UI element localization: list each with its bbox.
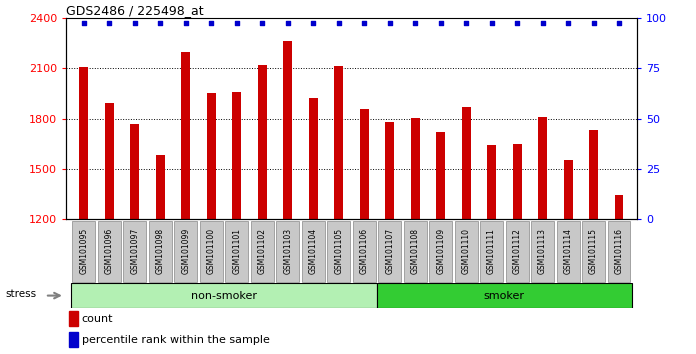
Point bbox=[257, 20, 268, 25]
Bar bbox=[69, 311, 77, 326]
Bar bbox=[156, 155, 165, 219]
Point bbox=[384, 20, 395, 25]
Point bbox=[206, 20, 217, 25]
Point bbox=[486, 20, 497, 25]
Point bbox=[155, 20, 166, 25]
FancyBboxPatch shape bbox=[302, 221, 325, 282]
Bar bbox=[564, 160, 573, 219]
Text: GSM101113: GSM101113 bbox=[538, 228, 547, 274]
Text: non-smoker: non-smoker bbox=[191, 291, 257, 301]
Point bbox=[104, 20, 115, 25]
Bar bbox=[589, 130, 598, 219]
Point bbox=[79, 20, 90, 25]
FancyBboxPatch shape bbox=[251, 221, 274, 282]
Bar bbox=[538, 117, 547, 219]
Point bbox=[282, 20, 293, 25]
Text: GSM101096: GSM101096 bbox=[105, 228, 114, 274]
Bar bbox=[309, 98, 317, 219]
Point bbox=[410, 20, 421, 25]
Bar bbox=[182, 52, 190, 219]
Bar bbox=[130, 125, 139, 219]
Text: GSM101100: GSM101100 bbox=[207, 228, 216, 274]
Text: GSM101116: GSM101116 bbox=[615, 228, 624, 274]
FancyBboxPatch shape bbox=[353, 221, 376, 282]
Text: GSM101115: GSM101115 bbox=[589, 228, 598, 274]
Text: GSM101111: GSM101111 bbox=[487, 228, 496, 274]
Bar bbox=[105, 103, 114, 219]
Text: GSM101102: GSM101102 bbox=[258, 228, 267, 274]
FancyBboxPatch shape bbox=[582, 221, 605, 282]
FancyBboxPatch shape bbox=[149, 221, 172, 282]
Point bbox=[512, 20, 523, 25]
FancyBboxPatch shape bbox=[404, 221, 427, 282]
Point bbox=[461, 20, 472, 25]
Bar bbox=[258, 65, 267, 219]
Text: percentile rank within the sample: percentile rank within the sample bbox=[82, 335, 269, 345]
FancyBboxPatch shape bbox=[327, 221, 350, 282]
Bar bbox=[487, 145, 496, 219]
Bar bbox=[79, 67, 88, 219]
Point bbox=[435, 20, 446, 25]
FancyBboxPatch shape bbox=[505, 221, 528, 282]
Bar bbox=[283, 41, 292, 219]
Text: GSM101106: GSM101106 bbox=[360, 228, 369, 274]
Text: GSM101110: GSM101110 bbox=[461, 228, 470, 274]
Bar bbox=[436, 132, 445, 219]
Text: GSM101112: GSM101112 bbox=[512, 228, 521, 274]
Point bbox=[333, 20, 345, 25]
Bar bbox=[377, 283, 632, 308]
Bar bbox=[461, 107, 470, 219]
Bar bbox=[411, 118, 420, 219]
Text: GSM101103: GSM101103 bbox=[283, 228, 292, 274]
FancyBboxPatch shape bbox=[175, 221, 198, 282]
Text: GSM101105: GSM101105 bbox=[334, 228, 343, 274]
Text: GDS2486 / 225498_at: GDS2486 / 225498_at bbox=[66, 4, 204, 17]
Text: smoker: smoker bbox=[484, 291, 525, 301]
Bar bbox=[360, 109, 369, 219]
Bar bbox=[334, 67, 343, 219]
Text: GSM101098: GSM101098 bbox=[156, 228, 165, 274]
Bar bbox=[615, 195, 624, 219]
FancyBboxPatch shape bbox=[608, 221, 631, 282]
Text: GSM101108: GSM101108 bbox=[411, 228, 420, 274]
FancyBboxPatch shape bbox=[276, 221, 299, 282]
Text: GSM101109: GSM101109 bbox=[436, 228, 445, 274]
FancyBboxPatch shape bbox=[531, 221, 554, 282]
Text: GSM101097: GSM101097 bbox=[130, 228, 139, 274]
FancyBboxPatch shape bbox=[123, 221, 146, 282]
FancyBboxPatch shape bbox=[429, 221, 452, 282]
Point bbox=[129, 20, 141, 25]
Text: count: count bbox=[82, 314, 113, 324]
FancyBboxPatch shape bbox=[200, 221, 223, 282]
FancyBboxPatch shape bbox=[98, 221, 121, 282]
Text: GSM101114: GSM101114 bbox=[564, 228, 573, 274]
Bar bbox=[386, 122, 394, 219]
Point bbox=[537, 20, 548, 25]
Point bbox=[562, 20, 574, 25]
Text: GSM101104: GSM101104 bbox=[309, 228, 318, 274]
FancyBboxPatch shape bbox=[226, 221, 248, 282]
Text: GSM101101: GSM101101 bbox=[232, 228, 242, 274]
FancyBboxPatch shape bbox=[557, 221, 580, 282]
Bar bbox=[232, 92, 242, 219]
Point bbox=[308, 20, 319, 25]
Text: stress: stress bbox=[6, 289, 36, 299]
Point bbox=[231, 20, 242, 25]
Text: GSM101095: GSM101095 bbox=[79, 228, 88, 274]
FancyBboxPatch shape bbox=[480, 221, 503, 282]
Bar bbox=[69, 332, 77, 347]
Point bbox=[180, 20, 191, 25]
Point bbox=[588, 20, 599, 25]
Point bbox=[613, 20, 624, 25]
Bar bbox=[207, 93, 216, 219]
Text: GSM101099: GSM101099 bbox=[182, 228, 191, 274]
Text: GSM101107: GSM101107 bbox=[385, 228, 394, 274]
FancyBboxPatch shape bbox=[454, 221, 477, 282]
Bar bbox=[513, 144, 521, 219]
Bar bbox=[71, 283, 377, 308]
Point bbox=[358, 20, 370, 25]
FancyBboxPatch shape bbox=[72, 221, 95, 282]
FancyBboxPatch shape bbox=[378, 221, 401, 282]
